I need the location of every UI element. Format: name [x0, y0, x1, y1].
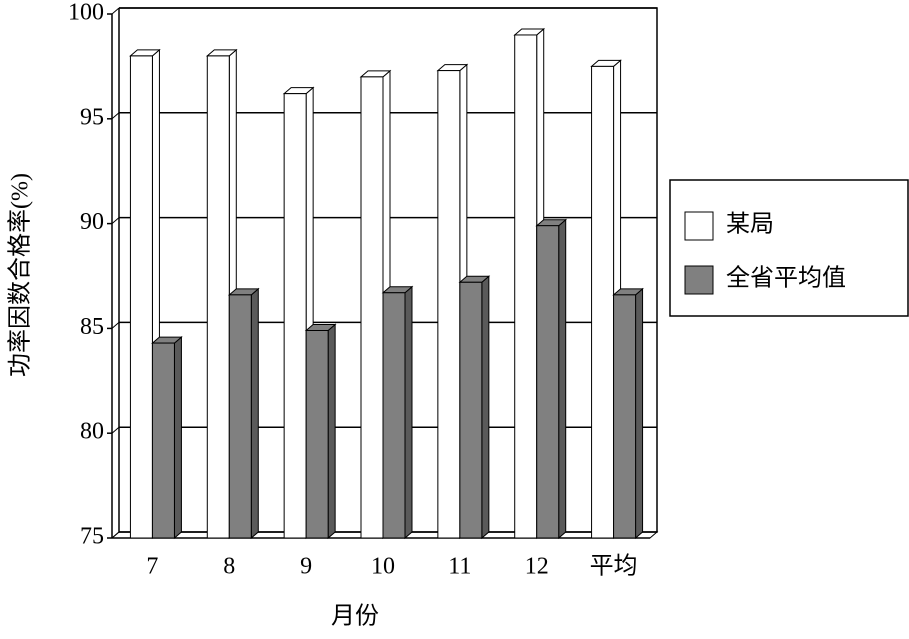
x-tick-label: 9 — [300, 554, 312, 580]
x-tick-label: 11 — [448, 554, 471, 580]
bar — [360, 76, 384, 539]
y-tick-label: 80 — [80, 419, 104, 445]
bar — [437, 70, 461, 539]
legend-label: 全省平均值 — [726, 265, 846, 292]
y-axis-label: 功率因数合格率(%) — [7, 173, 34, 377]
bar — [228, 294, 252, 539]
bar — [283, 93, 307, 539]
bar-side — [635, 287, 644, 540]
bar-side — [481, 275, 490, 540]
bar — [459, 281, 483, 539]
legend-label: 某局 — [726, 211, 774, 238]
bar — [206, 55, 230, 539]
bar-side — [173, 335, 182, 540]
bar — [613, 294, 637, 539]
x-tick-label: 7 — [146, 554, 158, 580]
bar — [129, 55, 153, 539]
grid-line — [111, 7, 120, 15]
grid-line — [111, 112, 120, 120]
y-tick-label: 90 — [80, 209, 104, 235]
x-axis-label: 月份 — [331, 603, 379, 630]
bar-side — [404, 285, 413, 540]
bar — [514, 34, 538, 539]
bar — [591, 65, 615, 539]
bar — [305, 329, 329, 539]
legend — [669, 179, 909, 317]
x-tick-label: 平均 — [590, 553, 638, 580]
y-tick-label: 85 — [80, 314, 104, 340]
y-tick-label: 95 — [80, 104, 104, 130]
bar — [382, 292, 406, 539]
legend-swatch — [684, 211, 714, 241]
x-tick-label: 10 — [371, 554, 395, 580]
bar-side — [327, 323, 336, 540]
grid-line — [111, 531, 120, 539]
x-tick-label: 8 — [223, 554, 235, 580]
bar — [536, 225, 560, 539]
bar-side — [558, 218, 567, 540]
y-tick-label: 75 — [80, 524, 104, 550]
bar-side — [250, 287, 259, 540]
grid-line — [111, 322, 120, 329]
legend-swatch — [684, 265, 714, 295]
bar — [151, 342, 175, 539]
x-tick-label: 12 — [525, 554, 549, 580]
y-tick-label: 100 — [68, 0, 104, 26]
grid-line — [111, 217, 120, 224]
grid-line — [111, 426, 120, 434]
